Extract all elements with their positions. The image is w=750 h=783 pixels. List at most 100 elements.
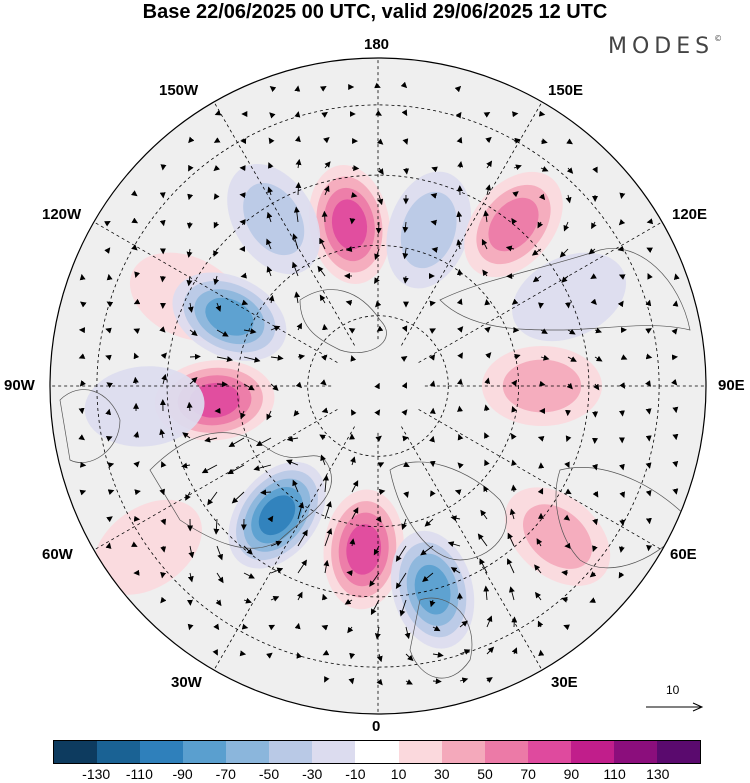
colorbar-swatch — [441, 741, 485, 763]
wind-arrow — [618, 571, 625, 579]
wind-arrow — [187, 572, 194, 583]
wind-arrow — [511, 459, 517, 467]
colorbar-tick-label: 50 — [477, 766, 493, 782]
wind-arrow — [645, 299, 652, 307]
wind-arrow — [645, 380, 651, 387]
wind-arrow — [268, 162, 274, 169]
wind-arrow — [540, 354, 550, 361]
wind-arrow — [133, 352, 140, 360]
colorbar-swatch — [140, 741, 184, 763]
wind-arrow — [511, 647, 518, 655]
wind-arrow — [104, 247, 111, 254]
wind-arrow — [216, 572, 224, 584]
wind-arrow — [319, 237, 326, 250]
colorbar-swatch — [312, 741, 356, 763]
wind-arrow — [459, 677, 469, 684]
wind-arrow — [133, 328, 141, 334]
wind-arrow — [297, 501, 305, 520]
wind-arrow — [538, 110, 546, 117]
wind-arrow — [375, 435, 382, 442]
wind-arrow — [377, 167, 384, 175]
wind-arrow — [270, 567, 284, 574]
coastline — [299, 289, 387, 353]
wind-arrow — [243, 597, 252, 604]
wind-arrow — [402, 248, 409, 260]
wind-arrow — [403, 461, 410, 467]
wind-arrow — [564, 302, 571, 309]
wind-arrow — [540, 328, 548, 334]
colorbar-swatch — [183, 741, 227, 763]
colorbar-tick-label: 70 — [520, 766, 536, 782]
wind-arrow — [213, 248, 219, 257]
longitude-label-30e: 30E — [551, 674, 578, 691]
wind-arrow — [402, 275, 409, 284]
wind-arrow — [563, 514, 571, 521]
wind-arrow — [348, 327, 356, 334]
wind-arrow — [589, 571, 597, 578]
wind-arrow — [269, 112, 276, 119]
wind-arrow — [619, 382, 626, 389]
wind-arrow — [186, 248, 193, 258]
colorbar-swatch — [656, 741, 700, 763]
wind-arrow — [296, 322, 302, 331]
wind-arrow — [429, 328, 436, 334]
wind-arrow — [270, 325, 281, 332]
wind-arrow — [401, 325, 408, 333]
wind-arrow — [405, 679, 413, 685]
meridian-line — [213, 426, 355, 671]
wind-arrow — [349, 652, 356, 660]
colorbar-swatch — [226, 741, 270, 763]
wind-arrow — [456, 210, 463, 223]
wind-arrow — [671, 328, 678, 335]
wind-arrow — [215, 599, 222, 607]
wind-arrow — [321, 210, 328, 223]
colorbar-tick-label: 130 — [646, 766, 670, 782]
wind-arrow — [253, 464, 272, 472]
wind-arrow — [216, 329, 229, 337]
wind-arrow — [160, 461, 167, 468]
wind-arrow — [447, 541, 461, 547]
wind-arrow — [294, 135, 301, 143]
wind-arrow — [376, 325, 384, 332]
wind-arrow — [213, 221, 220, 229]
wind-arrow — [395, 545, 407, 562]
wind-arrow — [537, 620, 544, 628]
wind-arrow — [213, 518, 220, 535]
wind-arrow — [459, 649, 471, 655]
wind-arrow — [485, 136, 492, 144]
longitude-label-90w: 90W — [4, 377, 35, 394]
wind-arrow — [161, 373, 168, 385]
wind-arrow — [285, 459, 299, 466]
wind-arrow — [483, 404, 490, 412]
reference-vector-arrow — [646, 702, 704, 712]
wind-arrow — [160, 352, 167, 360]
wind-arrow — [455, 111, 462, 119]
wind-arrow — [482, 269, 489, 277]
wind-arrow — [429, 354, 436, 361]
wind-arrow — [540, 138, 548, 145]
colorbar-swatch — [484, 741, 528, 763]
wind-arrow — [270, 383, 279, 391]
wind-arrow — [645, 489, 652, 497]
wind-arrow — [456, 239, 463, 250]
wind-arrow — [432, 651, 444, 658]
longitude-label-120w: 120W — [42, 206, 82, 223]
wind-arrow — [531, 248, 542, 256]
wind-arrow — [401, 382, 407, 389]
longitude-label-90e: 90E — [718, 377, 745, 394]
wind-arrow — [646, 544, 653, 552]
wind-arrow — [457, 326, 464, 333]
wind-arrow — [592, 463, 598, 471]
wind-arrow — [79, 380, 87, 387]
wind-arrow — [344, 598, 353, 605]
wind-arrow — [532, 275, 542, 283]
wind-arrow — [266, 652, 273, 659]
wind-arrow — [266, 266, 273, 277]
wind-arrow — [590, 273, 597, 280]
wind-arrow — [345, 246, 353, 252]
wind-arrow — [508, 586, 515, 601]
wind-arrow — [240, 272, 247, 279]
wind-arrow — [241, 299, 249, 306]
wind-arrow — [351, 480, 359, 493]
wind-arrow — [589, 597, 596, 603]
